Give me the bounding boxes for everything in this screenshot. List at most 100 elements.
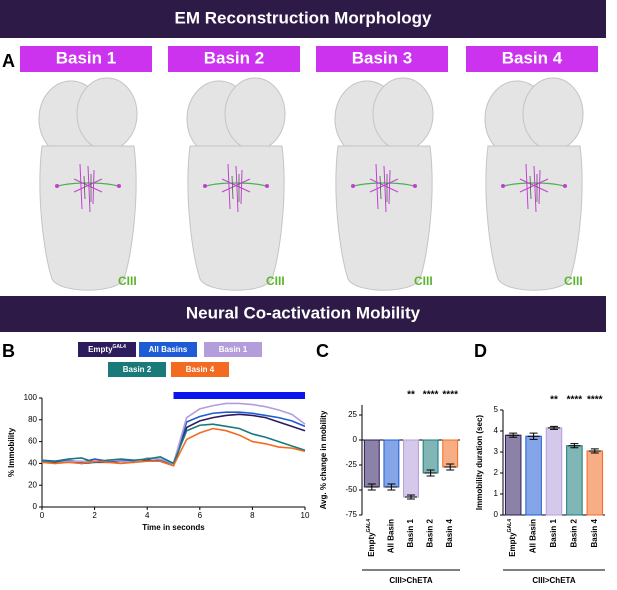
y-tick-label: -25 — [345, 460, 357, 469]
y-tick-label: 0 — [353, 435, 358, 444]
legend-swatch — [204, 342, 262, 357]
bar — [383, 439, 400, 488]
panel-label: C — [316, 341, 329, 361]
y-tick-label: 60 — [28, 437, 37, 446]
x-tick-label: All Basin — [387, 519, 396, 553]
cell-label: CIII — [414, 274, 433, 288]
brain-image — [484, 77, 584, 291]
panel-label: D — [474, 341, 487, 361]
cell-label: CIII — [118, 274, 137, 288]
error-bar — [444, 463, 457, 471]
brain-image — [38, 77, 138, 291]
error-bar — [385, 483, 398, 491]
bar — [545, 427, 563, 516]
y-axis-label: Avg. % change in mobility — [319, 410, 328, 509]
x-tick-label: Basin 4 — [590, 518, 599, 547]
x-tick-label: All Basin — [529, 519, 538, 553]
bar — [566, 445, 583, 516]
error-bar — [507, 432, 520, 438]
error-bar — [405, 494, 417, 500]
y-tick-label: 0 — [494, 510, 499, 519]
group-label: CIII>ChETA — [532, 576, 575, 585]
y-tick-label: 4 — [494, 426, 499, 435]
significance-label: **** — [423, 390, 439, 401]
y-tick-label: 2 — [494, 468, 499, 477]
label-text: All Basin — [529, 519, 538, 553]
y-axis-label: Immobility duration (sec) — [475, 415, 484, 510]
legend-swatch — [78, 342, 136, 357]
error-bar — [424, 469, 437, 477]
significance-label: ** — [407, 390, 415, 401]
label-text: Basin 1 — [549, 518, 558, 547]
y-tick-label: 1 — [494, 489, 499, 498]
bar — [504, 434, 522, 516]
legend-swatch — [171, 362, 229, 377]
y-tick-label: 3 — [494, 447, 499, 456]
legend-label: All Basins — [149, 345, 188, 354]
bar — [442, 439, 459, 468]
x-tick-label: Basin 2 — [570, 518, 579, 547]
series-line — [41, 423, 306, 465]
label-text: All Basins — [149, 345, 188, 354]
label-text: Basin 1 — [219, 345, 248, 354]
label-text: Basin 4 — [590, 518, 599, 547]
x-tick-label: Basin 1 — [406, 518, 415, 547]
panel-label: A — [2, 51, 15, 71]
error-bar — [527, 432, 540, 440]
label-text: Basin 2 — [123, 365, 152, 374]
brain-image — [186, 77, 286, 291]
label-text: Empty — [88, 345, 113, 354]
legend-swatch — [139, 342, 197, 357]
stimulus-bar — [173, 392, 305, 399]
series-line — [41, 402, 306, 465]
basin-header — [20, 46, 152, 72]
x-tick-label: 2 — [92, 511, 97, 520]
bar — [586, 450, 604, 516]
legend-label: Basin 1 — [219, 345, 248, 354]
basin-title: Basin 3 — [352, 48, 412, 67]
significance-label: **** — [442, 390, 458, 401]
x-tick-label: 6 — [198, 511, 203, 520]
cell-label: CIII — [564, 274, 583, 288]
basin-title: Basin 1 — [56, 48, 116, 67]
error-bar — [588, 448, 601, 454]
bar — [422, 439, 439, 474]
superscript: GAL4 — [508, 519, 514, 533]
legend-label: Basin 4 — [186, 365, 215, 374]
label-text: Basin 4 — [186, 365, 215, 374]
basin-title: Basin 4 — [502, 48, 563, 67]
label-text: Basin 2 — [570, 518, 579, 547]
legend-swatch — [108, 362, 166, 377]
label-text: Empty — [508, 532, 517, 557]
x-tick-label: EmptyGAL4 — [508, 519, 518, 557]
cell-label: CIII — [266, 274, 285, 288]
error-bar — [548, 425, 560, 430]
error-bar — [568, 443, 581, 449]
x-tick-label: 4 — [145, 511, 150, 520]
banner-title: Neural Co-activation Mobility — [186, 303, 421, 322]
x-tick-label: 10 — [301, 511, 310, 520]
brain-image — [334, 77, 434, 291]
y-tick-label: 0 — [33, 502, 38, 511]
y-tick-label: -75 — [345, 510, 357, 519]
superscript: GAL4 — [113, 344, 127, 350]
x-axis-label: Time in seconds — [142, 523, 205, 532]
banner — [0, 296, 606, 332]
legend-label: Basin 2 — [123, 365, 152, 374]
basin-header — [466, 46, 598, 72]
series-line — [41, 427, 306, 467]
banner — [0, 0, 606, 38]
label-text: Empty — [367, 532, 376, 557]
y-tick-label: 40 — [28, 459, 37, 468]
y-tick-label: 25 — [348, 410, 357, 419]
label-text: Basin 2 — [426, 518, 435, 547]
legend-label: EmptyGAL4 — [88, 344, 126, 354]
y-tick-label: 100 — [24, 393, 38, 402]
error-bar — [365, 483, 378, 491]
panel-label: B — [2, 341, 15, 361]
basin-header — [168, 46, 300, 72]
significance-label: ** — [550, 395, 558, 406]
y-tick-label: 5 — [494, 405, 499, 414]
label-text: Basin 4 — [445, 518, 454, 547]
